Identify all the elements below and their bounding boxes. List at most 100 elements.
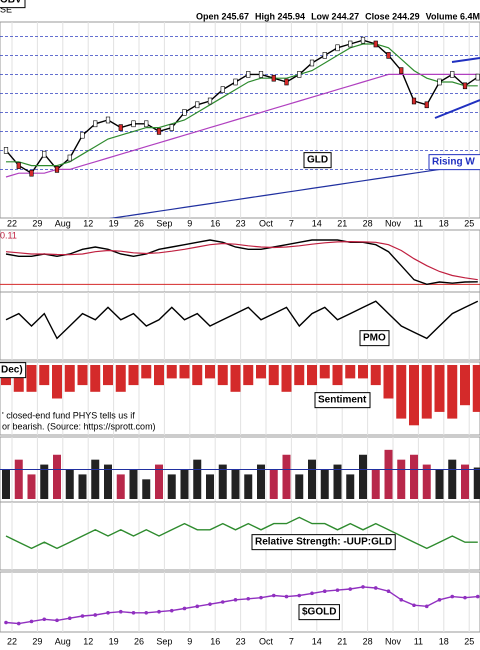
bar — [103, 365, 113, 386]
date-label: Nov — [385, 636, 402, 646]
series-marker — [169, 608, 174, 613]
close-mark — [386, 52, 391, 59]
volume-bar — [129, 469, 138, 499]
date-label: 26 — [134, 218, 144, 228]
date-label: 14 — [312, 636, 322, 646]
volume-bar — [435, 469, 444, 499]
bar — [179, 365, 190, 379]
panel-title-box — [251, 534, 396, 551]
date-label: 23 — [236, 636, 246, 646]
date-label: 12 — [83, 636, 93, 646]
close-mark — [309, 59, 315, 67]
bar — [383, 365, 394, 399]
date-label: 16 — [210, 218, 220, 228]
volume-bar — [269, 469, 278, 499]
bar — [345, 365, 356, 379]
date-label: 19 — [109, 218, 119, 228]
bar — [294, 365, 305, 386]
close-mark — [131, 120, 136, 128]
panel-title-box — [314, 392, 371, 409]
bar — [166, 365, 177, 379]
panel-marks — [1, 365, 480, 426]
date-label: Nov — [385, 218, 402, 228]
series-marker — [437, 598, 442, 602]
panel-title: Relative Strength: -UUP:GLD — [255, 537, 392, 548]
bar — [281, 365, 292, 392]
close-mark — [93, 120, 98, 128]
series-marker — [475, 594, 480, 599]
date-label: 9 — [187, 218, 192, 228]
close-mark — [16, 162, 21, 169]
date-label: 29 — [32, 218, 42, 228]
close-mark — [80, 131, 85, 139]
date-label: Aug — [55, 218, 71, 228]
bar — [421, 365, 432, 419]
volume-bar — [206, 474, 214, 499]
volume-bar — [116, 474, 125, 499]
bar — [268, 365, 279, 386]
close-mark — [220, 86, 225, 93]
volume-bar — [333, 464, 342, 499]
close-mark — [182, 109, 187, 116]
volume-bar — [231, 469, 240, 499]
panel-frame — [0, 229, 480, 293]
volume-bar — [282, 454, 291, 499]
bar — [13, 365, 24, 392]
close-mark — [3, 147, 9, 154]
date-label: 22 — [7, 636, 17, 646]
panel-marks — [0, 239, 480, 286]
close-mark — [322, 52, 327, 59]
date-label: Aug — [55, 636, 71, 646]
close-mark — [105, 116, 111, 124]
close-mark — [424, 101, 429, 109]
bar — [434, 365, 445, 412]
volume-bar — [257, 464, 265, 499]
series-marker — [399, 598, 404, 602]
wedge-line — [434, 99, 480, 119]
volume-bar — [473, 467, 480, 499]
series-marker — [55, 618, 59, 623]
volume-bar — [461, 464, 469, 499]
quote-item: High 245.94 — [255, 11, 305, 21]
series-marker — [67, 616, 72, 620]
series-marker — [348, 587, 353, 591]
header-symbol: SE — [0, 4, 12, 14]
panel-marks — [5, 300, 479, 340]
close-mark — [335, 44, 340, 52]
bar — [141, 365, 152, 379]
date-label: 23 — [236, 218, 246, 228]
bar — [205, 365, 215, 379]
quote-item: Low 244.27 — [311, 11, 359, 21]
close-mark — [207, 97, 213, 105]
annotation: Rising W — [432, 157, 475, 168]
date-label: 28 — [363, 636, 373, 646]
panel-title-box — [359, 330, 390, 347]
note-line: ' closed-end fund PHYS tells us if — [2, 410, 135, 420]
volume-bar — [167, 474, 176, 499]
date-label: Oct — [259, 218, 274, 228]
series-marker — [106, 611, 110, 615]
series-marker — [118, 609, 123, 614]
close-mark — [67, 154, 72, 162]
panel-frame — [0, 21, 480, 219]
series-line — [109, 163, 478, 218]
series-line — [5, 586, 478, 625]
date-label: 7 — [289, 218, 294, 228]
series-marker — [297, 593, 302, 598]
date-label: 21 — [337, 218, 347, 228]
close-mark — [450, 71, 455, 78]
date-label: 21 — [337, 636, 347, 646]
quote-item: Close 244.29 — [365, 11, 420, 21]
bar — [447, 365, 458, 419]
bar — [307, 365, 317, 386]
close-mark — [29, 169, 34, 177]
series-marker — [424, 604, 429, 609]
series-line — [5, 239, 478, 286]
volume-bar — [410, 454, 418, 499]
panel-title: GLD — [307, 155, 328, 166]
date-label: 25 — [464, 218, 474, 228]
panel-marks — [0, 449, 480, 499]
date-label: 7 — [289, 636, 294, 646]
volume-bar — [27, 474, 36, 499]
